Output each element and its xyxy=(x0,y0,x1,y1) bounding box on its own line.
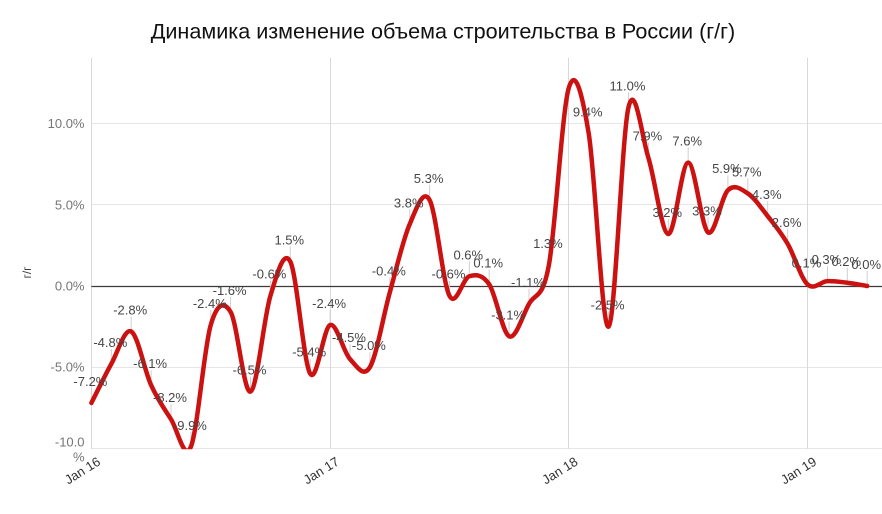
svg-text:10.0%: 10.0% xyxy=(48,116,85,131)
svg-text:-4.8%: -4.8% xyxy=(93,335,127,350)
svg-text:-8.2%: -8.2% xyxy=(153,390,187,405)
svg-text:5.3%: 5.3% xyxy=(414,171,444,186)
svg-text:11.0%: 11.0% xyxy=(610,78,646,93)
svg-text:5.0%: 5.0% xyxy=(55,197,85,212)
svg-text:5.9%: 5.9% xyxy=(712,161,742,176)
svg-text:0.2%: 0.2% xyxy=(831,254,861,269)
svg-text:0.1%: 0.1% xyxy=(473,255,503,270)
svg-text:-7.2%: -7.2% xyxy=(73,374,107,389)
svg-text:3.3%: 3.3% xyxy=(692,203,722,218)
svg-text:0.3%: 0.3% xyxy=(812,252,842,267)
svg-text:-5.4%: -5.4% xyxy=(292,345,326,360)
svg-text:-9.9%: -9.9% xyxy=(173,418,207,433)
svg-text:7.6%: 7.6% xyxy=(672,134,702,149)
svg-text:9.4%: 9.4% xyxy=(573,104,603,119)
svg-text:-2.8%: -2.8% xyxy=(113,303,147,318)
svg-text:-0.4%: -0.4% xyxy=(372,264,406,279)
svg-text:-2.4%: -2.4% xyxy=(312,296,346,311)
svg-text:0.6%: 0.6% xyxy=(453,247,483,262)
svg-text:-0.6%: -0.6% xyxy=(432,267,466,282)
svg-text:-2.4%: -2.4% xyxy=(193,296,227,311)
svg-text:5.7%: 5.7% xyxy=(732,164,762,179)
svg-text:-6.1%: -6.1% xyxy=(133,356,167,371)
svg-text:-4.5%: -4.5% xyxy=(332,330,366,345)
svg-text:3.8%: 3.8% xyxy=(394,195,424,210)
svg-text:2.6%: 2.6% xyxy=(772,215,802,230)
svg-text:г/г: г/г xyxy=(20,266,34,279)
svg-text:%: % xyxy=(73,450,85,465)
svg-text:3.2%: 3.2% xyxy=(652,205,682,220)
svg-text:-6.5%: -6.5% xyxy=(233,363,267,378)
svg-text:-1.6%: -1.6% xyxy=(213,283,247,298)
svg-text:1.3%: 1.3% xyxy=(533,236,563,251)
svg-text:1.5%: 1.5% xyxy=(274,233,304,248)
svg-text:0.0%: 0.0% xyxy=(55,279,85,294)
svg-text:-0.6%: -0.6% xyxy=(252,267,286,282)
svg-text:-2.5%: -2.5% xyxy=(591,298,625,313)
svg-text:0.0%: 0.0% xyxy=(851,257,881,272)
svg-text:-1.1%: -1.1% xyxy=(511,275,545,290)
svg-text:Динамика изменение объема стро: Динамика изменение объема строительства … xyxy=(151,19,736,44)
svg-text:-5.0%: -5.0% xyxy=(352,338,386,353)
svg-text:-3.1%: -3.1% xyxy=(491,307,525,322)
svg-text:4.3%: 4.3% xyxy=(752,187,782,202)
svg-text:-5.0%: -5.0% xyxy=(51,360,85,375)
svg-text:-10.0: -10.0 xyxy=(55,435,85,450)
svg-text:7.9%: 7.9% xyxy=(633,129,663,144)
svg-text:0.1%: 0.1% xyxy=(792,255,822,270)
